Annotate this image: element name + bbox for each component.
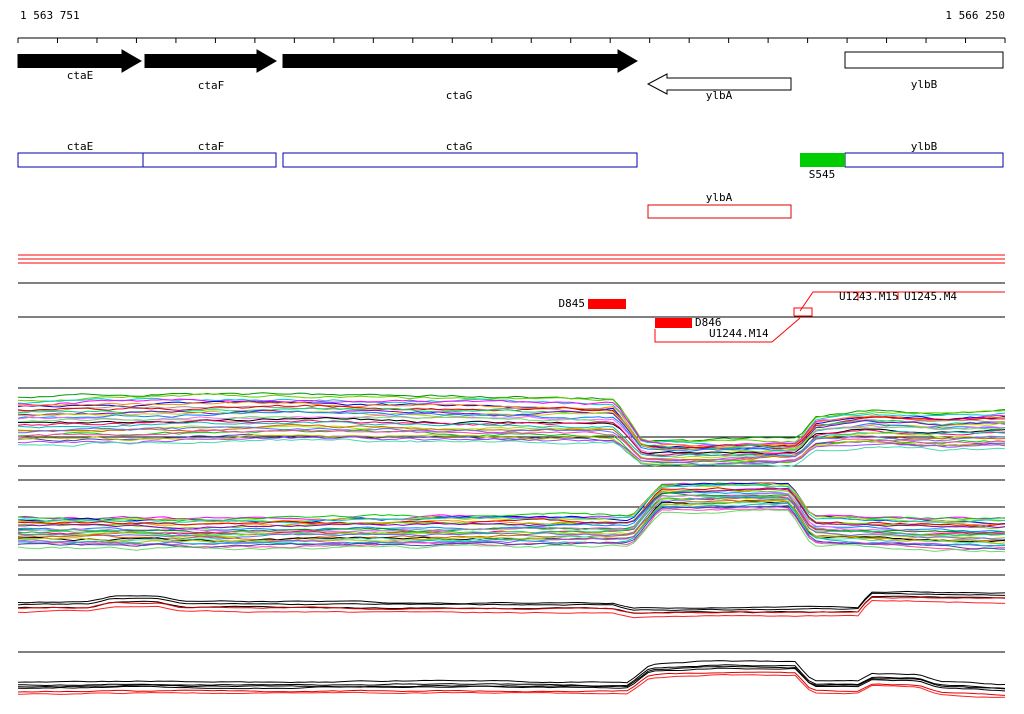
profile-series-panel-b — [17, 505, 1006, 547]
marker-label-U1243-M15: U1243.M15 — [839, 290, 899, 303]
profile-series-panel-c — [17, 592, 1006, 611]
probe-red-path — [793, 307, 813, 317]
gene-label-ctaE: ctaE — [66, 69, 94, 82]
profile-series-panel-a — [17, 405, 1006, 450]
profile-series-panel-a — [17, 425, 1006, 460]
segment-box-S545[interactable] — [800, 153, 845, 167]
view-start-coordinate: 1 563 751 — [20, 9, 80, 22]
marker-label-U1245-M4: U1245.M4 — [904, 290, 957, 303]
profile-series-panel-d — [17, 665, 1006, 689]
cds-box-ctaF[interactable] — [142, 152, 277, 168]
profile-series-panel-c — [17, 590, 1006, 609]
transcript-label-ylbA: ylbA — [705, 191, 733, 204]
profile-series-panel-a — [17, 392, 1006, 442]
profile-series-panel-b — [17, 499, 1006, 545]
profile-series-panel-b — [17, 496, 1006, 540]
gene-label-ctaF: ctaF — [197, 79, 225, 92]
cds-label-ylbB: ylbB — [910, 140, 938, 153]
profile-series-panel-b — [17, 487, 1006, 527]
gene-label-ctaG: ctaG — [445, 89, 473, 102]
profile-series-panel-b — [17, 502, 1006, 547]
probe-red-path — [654, 317, 801, 343]
profile-series-panel-b — [18, 487, 1006, 530]
gene-glyph-ctaF[interactable] — [144, 49, 277, 73]
profile-series-panel-a — [17, 406, 1006, 451]
profile-series-panel-c — [17, 599, 1006, 619]
segment-box-D846[interactable] — [655, 318, 692, 328]
gene-glyph-ctaE[interactable] — [17, 49, 142, 73]
marker-label-U1244-M14: U1244.M14 — [709, 327, 769, 340]
gene-label-ylbB: ylbB — [910, 78, 938, 91]
profile-series-panel-a — [17, 419, 1006, 457]
transcript-box-ylbA[interactable] — [647, 204, 792, 219]
cds-box-ctaE[interactable] — [17, 152, 144, 168]
profile-series-panel-d — [17, 671, 1006, 696]
cds-label-ctaG: ctaG — [445, 140, 473, 153]
cds-box-ylbB[interactable] — [844, 152, 1004, 168]
profile-series-panel-a — [18, 426, 1006, 463]
cds-label-ctaE: ctaE — [66, 140, 94, 153]
profile-series-panel-a — [17, 397, 1006, 447]
profile-series-panel-c — [18, 596, 1006, 614]
profile-series-panel-a — [17, 436, 1006, 466]
profile-series-panel-b — [17, 483, 1006, 524]
profile-series-panel-a — [17, 393, 1006, 443]
profile-series-panel-d — [17, 664, 1006, 690]
view-end-coordinate: 1 566 250 — [945, 9, 1005, 22]
probe-red-path — [799, 291, 1005, 312]
profile-series-panel-b — [17, 482, 1006, 521]
segment-label-D845: D845 — [558, 297, 586, 310]
cds-box-ctaG[interactable] — [282, 152, 638, 168]
profile-series-panel-a — [17, 421, 1006, 458]
profile-series-panel-b — [17, 482, 1006, 523]
profile-series-panel-a — [17, 415, 1006, 456]
profile-series-panel-b — [17, 494, 1006, 536]
profile-series-panel-b — [17, 508, 1006, 553]
profile-series-panel-a — [17, 438, 1006, 468]
profile-series-panel-b — [17, 491, 1006, 533]
profile-series-panel-d — [17, 667, 1006, 692]
segment-label-D846: D846 — [695, 316, 722, 329]
segment-box-D845[interactable] — [588, 299, 626, 309]
profile-series-panel-a — [17, 429, 1006, 462]
profile-series-panel-a — [17, 429, 1006, 464]
profile-series-panel-a — [17, 401, 1006, 448]
gene-glyph-ctaG[interactable] — [282, 49, 638, 73]
profile-series-panel-b — [17, 500, 1006, 543]
cds-label-ctaF: ctaF — [197, 140, 225, 153]
profile-series-panel-b — [17, 489, 1006, 529]
profile-series-panel-b — [17, 482, 1006, 522]
gene-glyph-ylbA[interactable] — [646, 73, 792, 95]
gene-label-ylbA: ylbA — [705, 89, 733, 102]
gene-glyph-ylbB[interactable] — [844, 51, 1004, 69]
profile-series-panel-d — [17, 673, 1006, 698]
segment-label-S545: S545 — [808, 168, 836, 181]
profile-series-panel-d — [17, 660, 1006, 686]
profile-series-panel-b — [17, 492, 1006, 534]
